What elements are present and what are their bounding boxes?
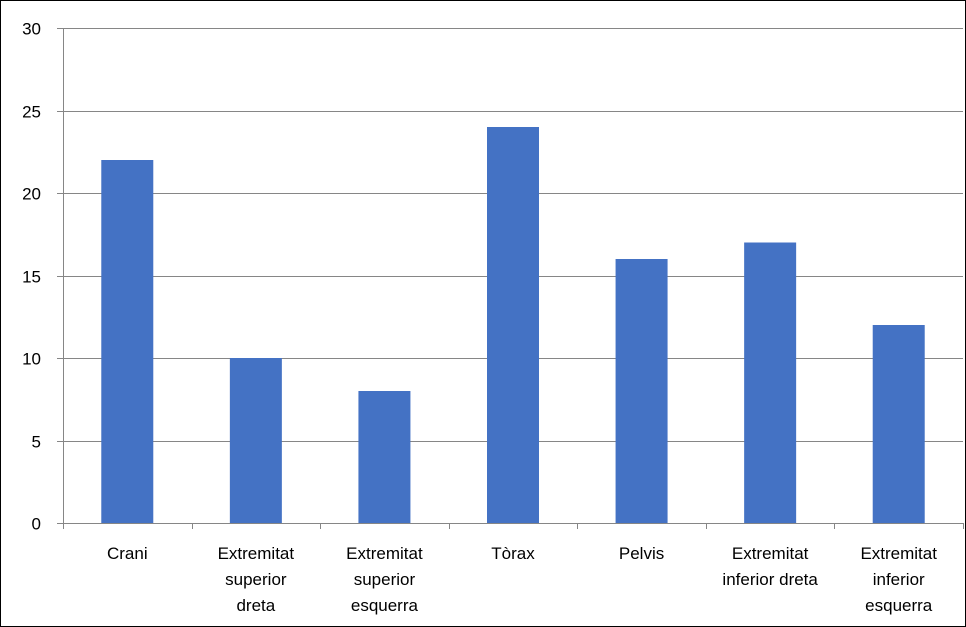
y-tick-label: 25 (22, 103, 41, 122)
bar (487, 127, 539, 523)
x-category-label: Extremitat inferior esquerra (860, 544, 937, 615)
bar (229, 358, 282, 523)
y-tick-label: 30 (22, 20, 41, 39)
bar (101, 160, 154, 523)
bar (615, 259, 668, 523)
y-tick-label: 0 (32, 515, 41, 534)
x-category-label: Pelvis (619, 544, 664, 563)
y-tick-label: 5 (32, 433, 41, 452)
axes (57, 28, 964, 529)
x-category-label: Extremitat superior esquerra (346, 544, 423, 615)
bar (358, 391, 411, 523)
bars (101, 127, 925, 523)
y-tick-label: 20 (22, 185, 41, 204)
y-tick-label: 15 (22, 268, 41, 287)
x-category-label: Extremitat superior dreta (218, 544, 295, 615)
gridlines (63, 28, 963, 442)
x-category-label: Tòrax (491, 544, 535, 563)
x-category-label: Extremitat inferior dreta (722, 544, 818, 589)
x-category-labels: Crani Extremitat superior dreta Extremitat su… (107, 544, 937, 615)
x-category-label: Crani (107, 544, 148, 563)
bar (872, 325, 925, 523)
y-tick-label: 10 (22, 350, 41, 369)
bar (744, 242, 797, 523)
y-tick-labels: 0 5 10 15 20 25 30 (22, 20, 41, 534)
